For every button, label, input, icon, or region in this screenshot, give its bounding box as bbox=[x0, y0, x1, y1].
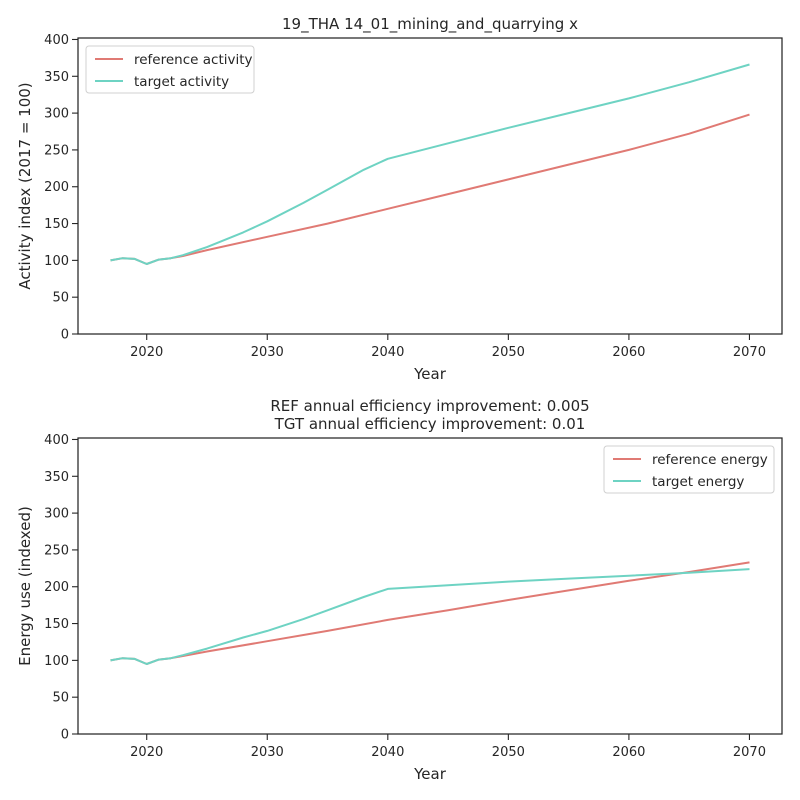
y-tick-label: 350 bbox=[44, 470, 69, 485]
plot-area-frame bbox=[77, 437, 783, 735]
y-axis-label: Activity index (2017 = 100) bbox=[16, 82, 34, 289]
x-tick-label: 2070 bbox=[733, 345, 766, 360]
series-line-target-energy bbox=[110, 568, 750, 665]
series-line-target-activity bbox=[110, 63, 750, 265]
x-tick-label: 2040 bbox=[371, 345, 404, 360]
y-tick-label: 150 bbox=[44, 217, 69, 232]
chart-panel-2: REF annual efficiency improvement: 0.005… bbox=[16, 397, 783, 783]
x-axis-label: Year bbox=[413, 365, 447, 383]
y-tick-label: 400 bbox=[44, 433, 69, 448]
x-tick-label: 2050 bbox=[492, 345, 525, 360]
y-tick-label: 250 bbox=[44, 543, 69, 558]
plot-area-frame bbox=[77, 37, 783, 335]
legend: reference energy target energy bbox=[603, 445, 775, 494]
x-tick-label: 2060 bbox=[612, 345, 645, 360]
chart-panel-1: 19_THA 14_01_mining_and_quarrying x 0 50 10… bbox=[16, 15, 783, 383]
y-tick-label: 350 bbox=[44, 70, 69, 85]
x-tick-label: 2030 bbox=[251, 745, 284, 760]
y-tick-label: 0 bbox=[61, 728, 69, 743]
legend-label: reference activity bbox=[134, 52, 253, 68]
y-tick-label: 100 bbox=[44, 654, 69, 669]
y-tick-label: 250 bbox=[44, 143, 69, 158]
chart-title: REF annual efficiency improvement: 0.005 bbox=[270, 397, 589, 415]
chart-title: 19_THA 14_01_mining_and_quarrying x bbox=[282, 15, 578, 34]
x-tick-label: 2040 bbox=[371, 745, 404, 760]
y-tick-label: 300 bbox=[44, 107, 69, 122]
y-tick-label: 50 bbox=[52, 691, 69, 706]
series-line-reference-activity bbox=[110, 113, 750, 265]
y-tick-label: 200 bbox=[44, 580, 69, 595]
y-tick-label: 100 bbox=[44, 254, 69, 269]
legend-label: reference energy bbox=[652, 452, 768, 468]
legend-frame bbox=[603, 445, 775, 494]
chart-subtitle: TGT annual efficiency improvement: 0.01 bbox=[274, 415, 586, 433]
x-tick-label: 2060 bbox=[612, 745, 645, 760]
x-tick-label: 2030 bbox=[251, 345, 284, 360]
y-tick-label: 400 bbox=[44, 33, 69, 48]
y-axis-label: Energy use (indexed) bbox=[16, 506, 34, 666]
legend-label: target energy bbox=[652, 474, 744, 490]
legend: reference activity target activity bbox=[85, 45, 255, 94]
y-tick-label: 50 bbox=[52, 291, 69, 306]
y-tick-label: 200 bbox=[44, 180, 69, 195]
x-tick-label: 2020 bbox=[130, 745, 163, 760]
y-tick-label: 300 bbox=[44, 507, 69, 522]
x-tick-label: 2020 bbox=[130, 345, 163, 360]
x-tick-label: 2070 bbox=[733, 745, 766, 760]
y-tick-label: 0 bbox=[61, 328, 69, 343]
legend-frame bbox=[85, 45, 255, 94]
legend-label: target activity bbox=[134, 74, 229, 90]
y-tick-label: 150 bbox=[44, 617, 69, 632]
x-axis-label: Year bbox=[413, 765, 447, 783]
x-tick-label: 2050 bbox=[492, 745, 525, 760]
